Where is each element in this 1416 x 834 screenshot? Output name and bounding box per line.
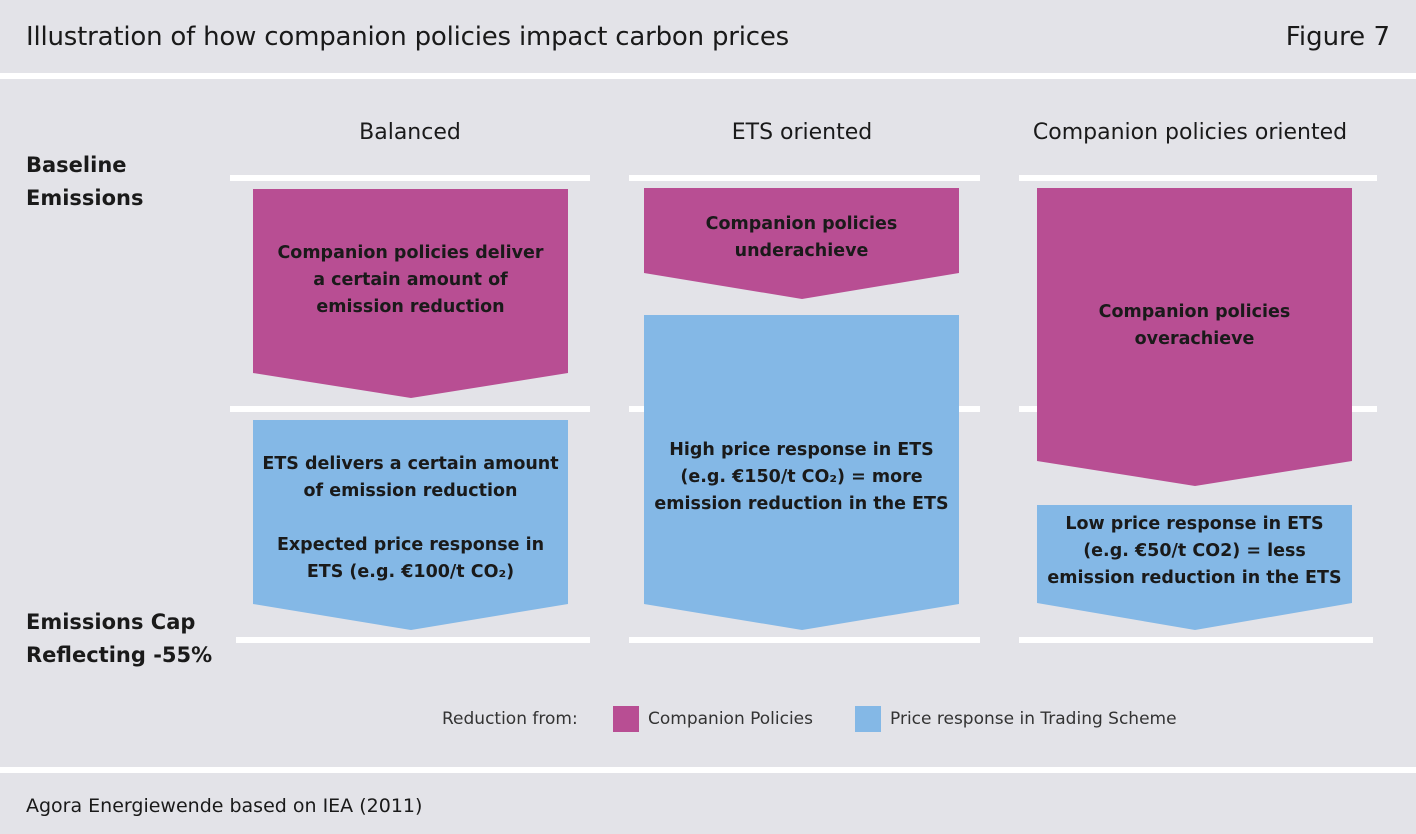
- text-line: ETS delivers a certain amount: [262, 454, 559, 474]
- text-line: Low price response in ETS: [1065, 514, 1324, 534]
- cap-line-col1: [236, 637, 590, 643]
- baseline-line-col3: [1019, 175, 1377, 181]
- ets-oriented-ets-text: High price response in ETS (e.g. €150/t …: [644, 437, 959, 518]
- middle-line-col1: [230, 406, 590, 412]
- baseline-line-col2: [629, 175, 980, 181]
- text-line: emission reduction: [316, 297, 505, 317]
- header: Illustration of how companion policies i…: [0, 0, 1416, 73]
- balanced-ets-text: ETS delivers a certain amount of emissio…: [253, 451, 568, 586]
- legend-companion-swatch: [613, 706, 639, 732]
- legend-ets-swatch: [855, 706, 881, 732]
- legend: Reduction from: Companion Policies Price…: [0, 706, 1416, 736]
- text-line: overachieve: [1134, 329, 1255, 349]
- column-title-companion-oriented: Companion policies oriented: [1032, 120, 1348, 145]
- text-line: Companion policies: [1098, 302, 1291, 322]
- text-line: emission reduction in the ETS: [1047, 568, 1342, 588]
- header-divider: [0, 73, 1416, 79]
- column-title-balanced: Balanced: [359, 120, 461, 145]
- ets-oriented-companion-text: Companion policies underachieve: [644, 211, 959, 265]
- figure-number: Figure 7: [1285, 22, 1390, 52]
- text-line: Expected price response in: [276, 535, 545, 555]
- text-line: Companion policies deliver: [277, 243, 544, 263]
- spacer: [253, 505, 568, 532]
- baseline-label-line-1: Baseline: [26, 153, 127, 177]
- companion-oriented-companion-arrow: [1037, 188, 1352, 486]
- cap-label-line-2: Reflecting -55%: [26, 643, 213, 667]
- figure-title: Illustration of how companion policies i…: [26, 22, 790, 52]
- baseline-emissions-label: Baseline Emissions: [26, 149, 144, 215]
- column-title-ets-oriented: ETS oriented: [731, 120, 873, 145]
- baseline-label-line-2: Emissions: [26, 186, 144, 210]
- companion-oriented-ets-text: Low price response in ETS (e.g. €50/t CO…: [1037, 511, 1352, 592]
- legend-ets-label: Price response in Trading Scheme: [890, 709, 1177, 729]
- baseline-line-col1: [230, 175, 590, 181]
- text-line: ETS (e.g. €100/t CO₂): [306, 562, 515, 582]
- text-line: emission reduction in the ETS: [654, 494, 949, 514]
- text-line: of emission reduction: [303, 481, 518, 501]
- text-line: a certain amount of: [313, 270, 508, 290]
- text-line: underachieve: [734, 241, 869, 261]
- footer-divider: [0, 767, 1416, 773]
- companion-oriented-companion-text: Companion policies overachieve: [1037, 299, 1352, 353]
- text-line: High price response in ETS: [669, 440, 934, 460]
- balanced-companion-text: Companion policies deliver a certain amo…: [253, 240, 568, 321]
- ets-oriented-companion-arrow: [644, 188, 959, 299]
- balanced-ets-arrow: [253, 420, 568, 630]
- source-note: Agora Energiewende based on IEA (2011): [26, 795, 423, 817]
- cap-line-col2: [629, 637, 980, 643]
- ets-oriented-ets-arrow: [644, 315, 959, 630]
- legend-prefix: Reduction from:: [442, 709, 578, 729]
- text-line: Companion policies: [705, 214, 898, 234]
- cap-label-line-1: Emissions Cap: [26, 610, 196, 634]
- text-line: (e.g. €150/t CO₂) = more: [680, 467, 923, 487]
- legend-companion-label: Companion Policies: [648, 709, 813, 729]
- emissions-cap-label: Emissions Cap Reflecting -55%: [26, 606, 212, 672]
- companion-oriented-ets-arrow: [1037, 505, 1352, 630]
- text-line: (e.g. €50/t CO2) = less: [1083, 541, 1306, 561]
- cap-line-col3: [1019, 637, 1373, 643]
- balanced-companion-arrow: [253, 189, 568, 398]
